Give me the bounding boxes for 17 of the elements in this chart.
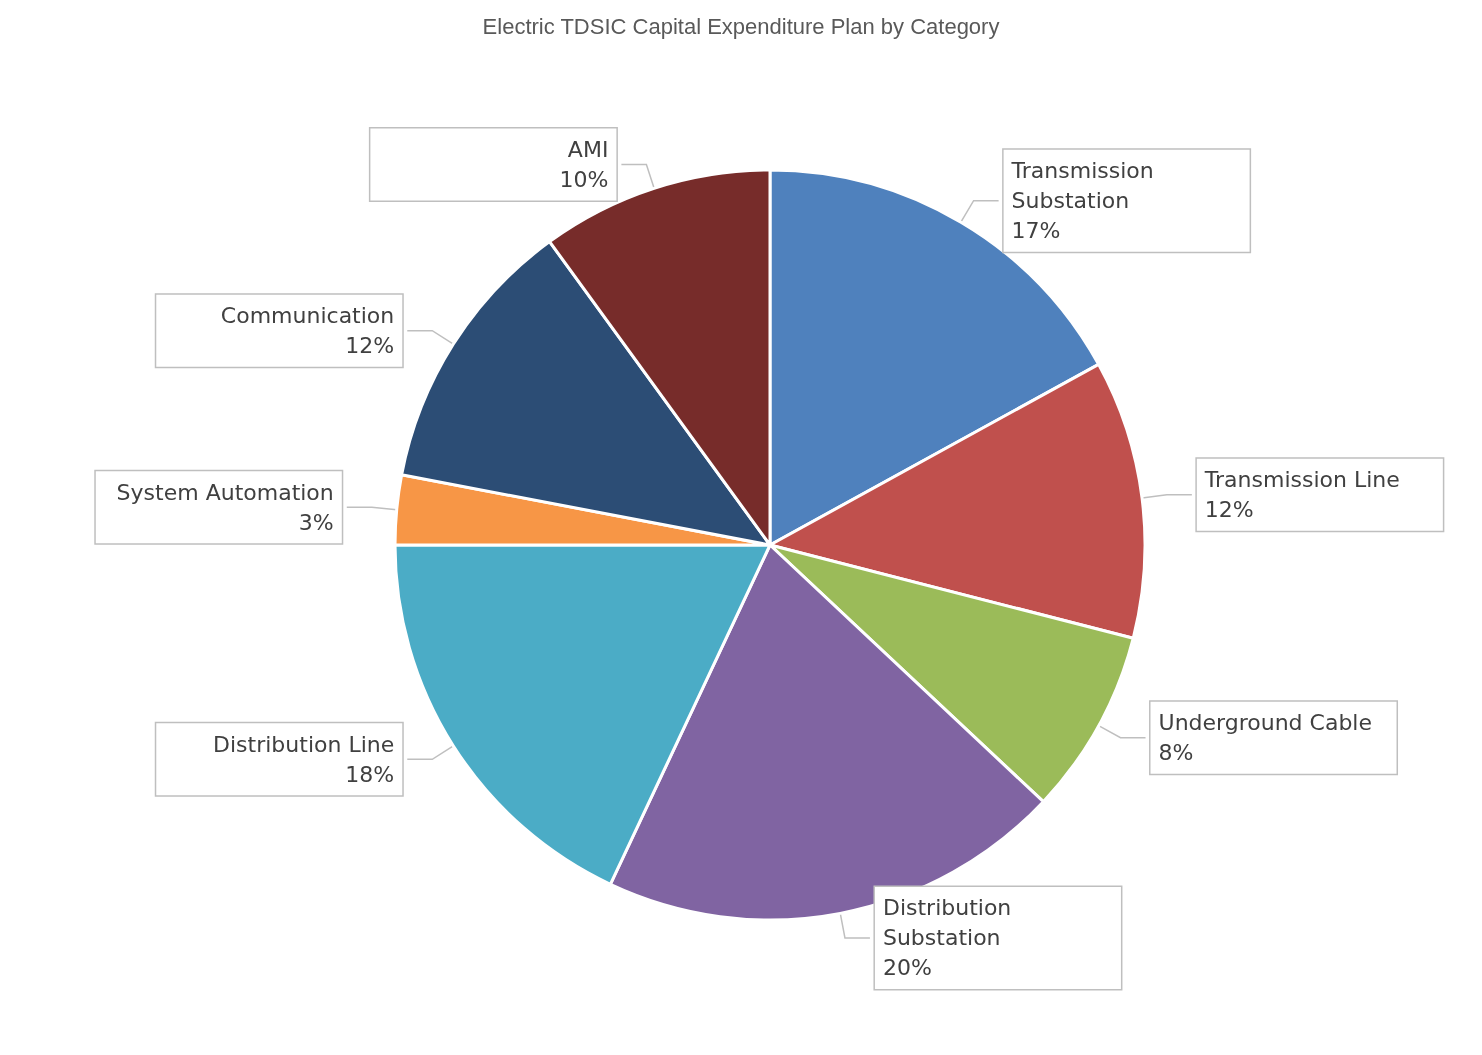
chart-title: Electric TDSIC Capital Expenditure Plan by Category xyxy=(482,13,1000,39)
slice-label: System Automation xyxy=(116,479,334,505)
slice-label: Underground Cable xyxy=(1158,710,1373,736)
data-label: 17% xyxy=(1011,218,1061,244)
data-label: 12% xyxy=(1204,497,1254,523)
data-label: 3% xyxy=(298,509,334,535)
data-label: 18% xyxy=(345,761,395,787)
data-label: 20% xyxy=(882,955,932,981)
slice-label: Distribution Substation xyxy=(882,895,1019,951)
slice-label: Transmission Line xyxy=(1203,467,1400,493)
slice-label: Communication xyxy=(220,303,395,329)
data-label: 12% xyxy=(345,333,395,359)
slice-label: AMI xyxy=(567,137,609,163)
data-label: 8% xyxy=(1158,740,1194,766)
data-label: 10% xyxy=(559,167,609,193)
slice-label: Distribution Line xyxy=(213,731,395,757)
slice-label: Transmission Substation xyxy=(1010,158,1161,214)
